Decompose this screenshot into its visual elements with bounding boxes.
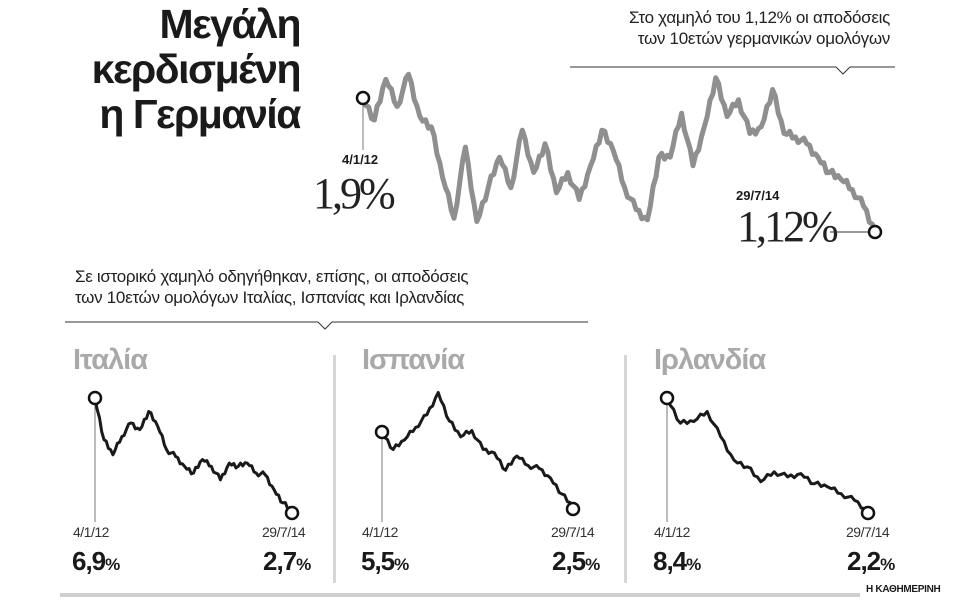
publisher-credit: Η ΚΑΘΗΜΕΡΙΝΗ xyxy=(866,584,941,595)
ireland-end-date: 29/7/14 xyxy=(846,524,890,540)
value-number: 2,7 xyxy=(263,546,297,576)
ireland-title: Ιρλανδία xyxy=(654,344,766,376)
italy-series-line xyxy=(93,397,294,512)
page-title: Μεγάλη κερδισμένη η Γερμανία xyxy=(91,1,302,137)
italy-end-date: 29/7/14 xyxy=(262,524,306,540)
column-divider xyxy=(333,355,336,583)
value-unit: % xyxy=(686,555,701,574)
italy-end-value: 2,7% xyxy=(263,546,311,577)
germany-end-value: 1,12% xyxy=(737,202,839,251)
spain-end-date: 29/7/14 xyxy=(551,524,595,540)
spain-start-date: 4/1/12 xyxy=(362,524,398,540)
column-divider xyxy=(624,355,627,583)
value-unit: % xyxy=(585,555,600,574)
germany-series-line xyxy=(360,71,878,232)
spain-series-line xyxy=(380,391,575,508)
ireland-start-marker xyxy=(659,390,675,406)
germany-start-date: 4/1/12 xyxy=(342,152,379,167)
value-unit: % xyxy=(880,555,895,574)
germany-start-value: 1,9% xyxy=(313,169,396,218)
annotation-line: Στο χαμηλό του 1,12% οι αποδόσεις xyxy=(629,8,890,27)
italy-start-date: 4/1/12 xyxy=(73,524,109,540)
ireland-start-date: 4/1/12 xyxy=(654,524,690,540)
title-line: η Γερμανία xyxy=(99,91,301,137)
ireland-series-line xyxy=(665,397,869,513)
italy-end-marker xyxy=(284,505,300,521)
value-number: 8,4 xyxy=(653,546,687,576)
footer-bar xyxy=(60,593,860,597)
spain-start-value: 5,5% xyxy=(361,546,409,577)
value-unit: % xyxy=(105,555,120,574)
annotation-line: των 10ετών γερμανικών ομολόγων xyxy=(637,29,891,48)
germany-end-marker xyxy=(867,224,883,240)
ireland-end-marker xyxy=(860,505,876,521)
spain-end-value: 2,5% xyxy=(552,546,600,577)
annotation-line: των 10ετών ομολόγων Ιταλίας, Ισπανίας κα… xyxy=(75,288,465,307)
spain-start-marker xyxy=(374,424,390,440)
value-number: 6,9 xyxy=(72,546,106,576)
italy-title: Ιταλία xyxy=(73,344,148,376)
ireland-end-value: 2,2% xyxy=(847,546,895,577)
germany-end-date: 29/7/14 xyxy=(736,188,780,203)
annotation-line: Σε ιστορικό χαμηλό οδηγήθηκαν, επίσης, ο… xyxy=(75,267,469,286)
germany-callout-rule xyxy=(570,66,895,75)
others-annotation: Σε ιστορικό χαμηλό οδηγήθηκαν, επίσης, ο… xyxy=(75,266,469,308)
ireland-start-value: 8,4% xyxy=(653,546,701,577)
spain-end-marker xyxy=(565,501,581,517)
title-line: Μεγάλη xyxy=(159,1,302,47)
italy-start-value: 6,9% xyxy=(72,546,120,577)
value-unit: % xyxy=(394,555,409,574)
spain-title: Ισπανία xyxy=(362,344,465,376)
title-line: κερδισμένη xyxy=(91,46,302,92)
germany-start-marker xyxy=(355,90,371,106)
italy-start-marker xyxy=(87,390,103,406)
value-unit: % xyxy=(296,555,311,574)
value-number: 5,5 xyxy=(361,546,395,576)
others-callout-rule xyxy=(65,321,588,330)
germany-annotation: Στο χαμηλό του 1,12% οι αποδόσεις των 10… xyxy=(629,7,890,49)
value-number: 2,5 xyxy=(552,546,586,576)
value-number: 2,2 xyxy=(847,546,881,576)
